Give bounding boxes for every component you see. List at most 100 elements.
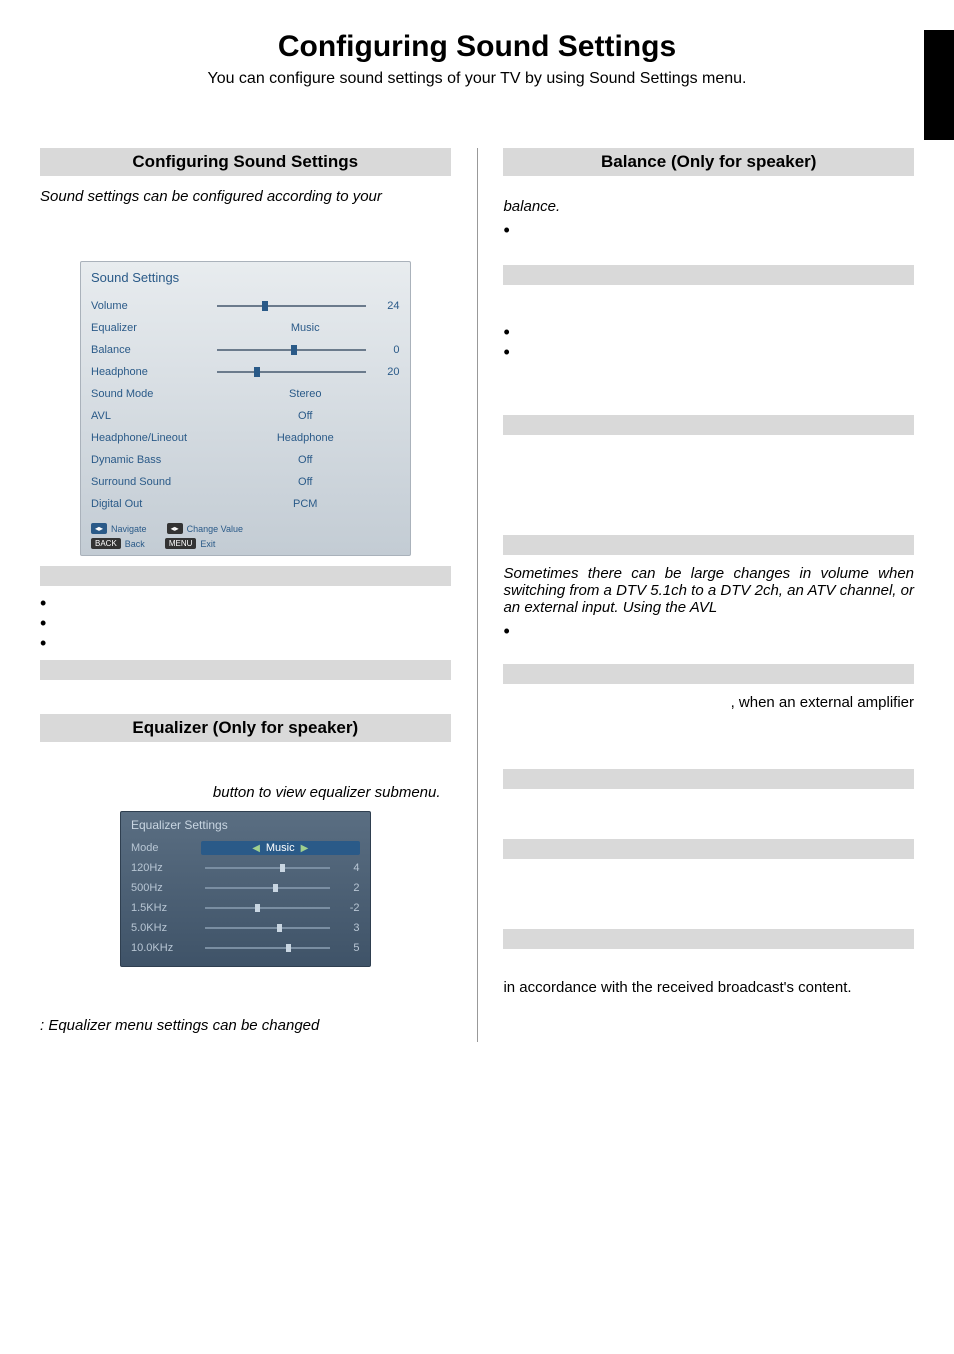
back-label: Back	[125, 539, 145, 549]
eq-slider-track[interactable]	[205, 867, 330, 869]
bullet-icon: •	[40, 616, 54, 630]
sound-setting-row[interactable]: Digital OutPCM	[91, 493, 400, 515]
page-subtitle: You can configure sound settings of your…	[40, 70, 914, 88]
change-value-label: Change Value	[187, 524, 243, 534]
bullet-icon: •	[503, 325, 517, 339]
column-divider	[477, 148, 478, 1042]
sound-setting-label: Headphone	[91, 366, 211, 378]
navigate-icon: ◂▸	[91, 523, 107, 534]
eq-slider-thumb[interactable]	[255, 904, 260, 912]
sound-setting-label: Dynamic Bass	[91, 454, 211, 466]
sound-setting-value: Headphone	[211, 432, 400, 444]
sound-panel-footer-2: BACK Back MENUExit	[91, 536, 400, 551]
eq-band-value: 3	[334, 922, 360, 934]
sound-setting-row[interactable]: Sound ModeStereo	[91, 383, 400, 405]
page-edge-tab	[924, 30, 954, 140]
eq-mode-value[interactable]: ◀ Music ▶	[201, 841, 360, 855]
bullet-icon: •	[503, 345, 517, 359]
eq-mode-label: Mode	[131, 842, 201, 854]
eq-band-row[interactable]: 500Hz2	[131, 878, 360, 898]
slider-track[interactable]	[217, 349, 366, 351]
sound-setting-value: Off	[211, 410, 400, 422]
eq-slider-track[interactable]	[205, 907, 330, 909]
eq-band-value: 4	[334, 862, 360, 874]
equalizer-panel-title: Equalizer Settings	[131, 818, 360, 832]
bullet-icon: •	[40, 596, 54, 610]
section-heading-equalizer: Equalizer (Only for speaker)	[40, 714, 451, 742]
sound-settings-panel: Sound Settings Volume24EqualizerMusicBal…	[80, 261, 411, 556]
sound-setting-value: Stereo	[211, 388, 400, 400]
sound-setting-value: PCM	[211, 498, 400, 510]
exit-icon: MENU	[165, 538, 197, 549]
back-icon: BACK	[91, 538, 121, 549]
bullet-item: •	[40, 596, 451, 610]
sound-setting-row[interactable]: Headphone/LineoutHeadphone	[91, 427, 400, 449]
eq-band-row[interactable]: 120Hz 4	[131, 858, 360, 878]
grey-bar	[40, 660, 451, 680]
grey-bar	[503, 415, 914, 435]
sound-setting-label: Surround Sound	[91, 476, 211, 488]
grey-bar	[503, 535, 914, 555]
chevron-left-icon[interactable]: ◀	[246, 843, 266, 854]
bullet-item: •	[503, 223, 914, 237]
eq-band-value: -2	[334, 902, 360, 914]
sound-setting-row[interactable]: EqualizerMusic	[91, 317, 400, 339]
eq-band-value: 2	[334, 882, 360, 894]
left-column: Configuring Sound Settings Sound setting…	[40, 148, 451, 1042]
eq-slider-track[interactable]	[205, 887, 330, 889]
sound-setting-row[interactable]: AVLOff	[91, 405, 400, 427]
sound-setting-row[interactable]: Dynamic BassOff	[91, 449, 400, 471]
eq-slider-thumb[interactable]	[280, 864, 285, 872]
sound-setting-label: Volume	[91, 300, 211, 312]
avl-italic: Sometimes there can be large changes in …	[503, 565, 914, 616]
balance-italic: balance.	[503, 198, 914, 215]
sound-setting-label: Headphone/Lineout	[91, 432, 211, 444]
eq-band-row[interactable]: 1.5KHz -2	[131, 898, 360, 918]
bullet-item: •	[503, 345, 914, 359]
page-title: Configuring Sound Settings	[40, 30, 914, 64]
equalizer-panel: Equalizer Settings Mode ◀ Music ▶ 120Hz 4…	[120, 811, 371, 967]
eq-band-row[interactable]: 10.0KHz5	[131, 938, 360, 958]
sound-setting-row[interactable]: Volume24	[91, 295, 400, 317]
amplifier-text: , when an external amplifier	[503, 694, 914, 711]
eq-mode-text: Music	[266, 842, 295, 854]
sound-setting-value: Off	[211, 454, 400, 466]
eq-slider-track[interactable]	[205, 927, 330, 929]
grey-bar	[503, 929, 914, 949]
eq-mode-row[interactable]: Mode ◀ Music ▶	[131, 838, 360, 858]
sound-setting-label: Sound Mode	[91, 388, 211, 400]
sound-setting-value: Off	[211, 476, 400, 488]
grey-bar	[503, 265, 914, 285]
slider-track[interactable]	[217, 305, 366, 307]
sound-panel-footer: ◂▸Navigate ◂▸Change Value	[91, 521, 400, 536]
bullet-item: •	[40, 636, 451, 650]
navigate-label: Navigate	[111, 524, 147, 534]
sound-setting-label: AVL	[91, 410, 211, 422]
bullet-icon: •	[503, 223, 517, 237]
eq-band-label: 120Hz	[131, 862, 201, 874]
eq-band-label: 1.5KHz	[131, 902, 201, 914]
bullet-item: •	[503, 624, 914, 638]
eq-slider-thumb[interactable]	[286, 944, 291, 952]
eq-slider-thumb[interactable]	[273, 884, 278, 892]
slider-value: 0	[372, 344, 400, 356]
slider-thumb[interactable]	[291, 345, 297, 355]
sound-setting-row[interactable]: Balance0	[91, 339, 400, 361]
slider-thumb[interactable]	[254, 367, 260, 377]
eq-band-row[interactable]: 5.0KHz3	[131, 918, 360, 938]
grey-bar	[503, 839, 914, 859]
chevron-right-icon[interactable]: ▶	[295, 843, 315, 854]
sound-setting-row[interactable]: Surround SoundOff	[91, 471, 400, 493]
sound-setting-row[interactable]: Headphone 20	[91, 361, 400, 383]
slider-value: 20	[372, 366, 400, 378]
eq-band-value: 5	[334, 942, 360, 954]
two-column-layout: Configuring Sound Settings Sound setting…	[40, 148, 914, 1042]
bullet-item: •	[40, 616, 451, 630]
slider-thumb[interactable]	[262, 301, 268, 311]
grey-bar	[503, 769, 914, 789]
eq-slider-thumb[interactable]	[277, 924, 282, 932]
slider-track[interactable]	[217, 371, 366, 373]
grey-bar	[40, 566, 451, 586]
exit-label: Exit	[200, 539, 215, 549]
eq-slider-track[interactable]	[205, 947, 330, 949]
